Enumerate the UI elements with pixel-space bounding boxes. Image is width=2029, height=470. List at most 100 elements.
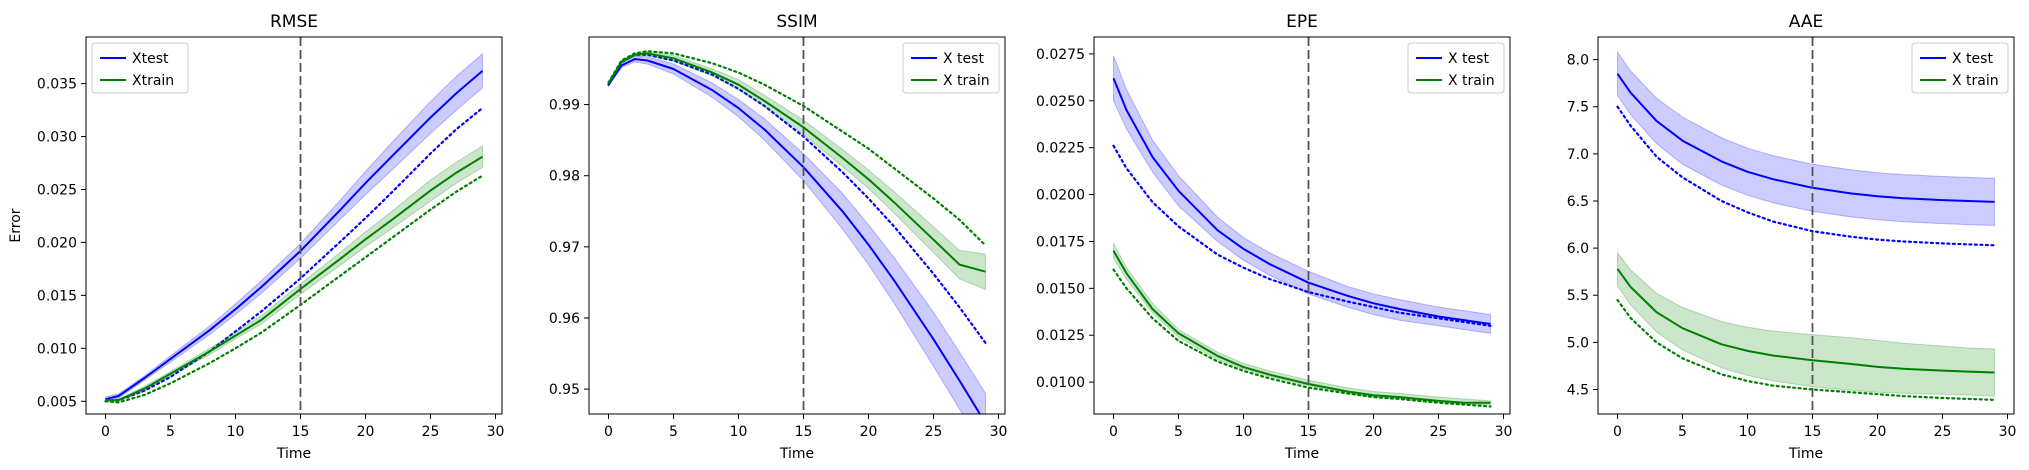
- rmse-frame: [85, 36, 503, 415]
- aae-xtick-label: 10: [1739, 424, 1757, 440]
- epe-ytick-label: 0.0200: [1036, 188, 1085, 204]
- epe-ytick-label: 0.0175: [1036, 234, 1085, 250]
- epe-xtick-label: 30: [1495, 424, 1513, 440]
- ssim-band-test: [608, 55, 986, 414]
- rmse-title: RMSE: [270, 12, 318, 32]
- ssim-xtick-label: 25: [925, 424, 943, 440]
- aae-panel: AAE Time X test X train 0 5 10 15 20 25 30 4.5 5…: [1567, 12, 2017, 462]
- ssim-ytick-label: 0.99: [549, 98, 580, 114]
- aae-band-train: [1617, 251, 1995, 397]
- aae-ytick-label: 7.5: [1567, 100, 1589, 116]
- epe-frame: [1093, 36, 1511, 415]
- epe-title: EPE: [1286, 12, 1318, 32]
- epe-xtick-label: 0: [1109, 424, 1118, 440]
- epe-xtick-label: 15: [1300, 424, 1318, 440]
- ssim-frame: [588, 36, 1006, 415]
- aae-legend-label-train: X train: [1952, 73, 1999, 89]
- aae-plot-area: [1616, 37, 1996, 414]
- rmse-dotted-line-train: [104, 174, 484, 404]
- ssim-panel: SSIM Time X test X train 0 5 10 15 20 25 30 0.9…: [549, 12, 1008, 462]
- rmse-xtick-label: 0: [101, 424, 110, 440]
- aae-xtick-label: 0: [1613, 424, 1622, 440]
- ssim-legend-label-train: X train: [943, 73, 990, 89]
- ssim-xtick-label: 30: [990, 424, 1008, 440]
- aae-xlabel: Time: [1788, 446, 1823, 462]
- rmse-ytick-label: 0.030: [37, 130, 77, 146]
- ssim-mean-line-test: [607, 58, 982, 414]
- aae-ytick-label: 8.0: [1567, 53, 1589, 69]
- epe-ytick-label: 0.0100: [1036, 375, 1085, 391]
- ssim-xlabel: Time: [779, 446, 814, 462]
- rmse-ytick-label: 0.010: [37, 341, 77, 357]
- rmse-legend-label-train: Xtrain: [132, 73, 174, 89]
- ssim-dotted-line-test: [607, 53, 987, 344]
- epe-panel: EPE Time X test X train 0 5 10 15 20 25 30 0.01…: [1036, 12, 1512, 462]
- aae-ytick-label: 4.5: [1567, 382, 1589, 398]
- rmse-panel: RMSE Time Error Xtest Xtrain 0 5 10 15 20 25 3…: [8, 12, 504, 462]
- epe-mean-line-test: [1112, 77, 1491, 325]
- aae-legend-label-test: X test: [1952, 51, 1993, 67]
- epe-ytick-label: 0.0150: [1036, 281, 1085, 297]
- aae-xtick-label: 30: [1999, 424, 2017, 440]
- rmse-xtick-label: 15: [292, 424, 310, 440]
- rmse-ytick-label: 0.020: [37, 235, 77, 251]
- aae-ytick-label: 7.0: [1567, 147, 1589, 163]
- epe-xtick-label: 20: [1365, 424, 1383, 440]
- ssim-dotted-line-train: [607, 50, 987, 247]
- rmse-ytick-label: 0.015: [37, 288, 77, 304]
- rmse-xtick-label: 25: [422, 424, 440, 440]
- epe-xtick-label: 10: [1235, 424, 1253, 440]
- aae-mean-line-test: [1616, 73, 1995, 203]
- ssim-band-train: [608, 50, 986, 291]
- rmse-xtick-label: 5: [166, 424, 175, 440]
- epe-ytick-label: 0.0125: [1036, 328, 1085, 344]
- aae-mean-line-train: [1616, 268, 1995, 374]
- rmse-legend-label-test: Xtest: [132, 51, 169, 67]
- epe-plot-area: [1112, 37, 1492, 414]
- epe-legend-label-test: X test: [1448, 51, 1489, 67]
- ssim-plot-area: [607, 37, 987, 414]
- epe-ytick-label: 0.0250: [1036, 94, 1085, 110]
- rmse-ytick-label: 0.005: [37, 394, 77, 410]
- ssim-ytick-label: 0.95: [549, 382, 580, 398]
- ssim-ytick-label: 0.97: [549, 240, 580, 256]
- epe-xlabel: Time: [1284, 446, 1319, 462]
- epe-band-train: [1113, 243, 1491, 406]
- rmse-mean-line-test: [105, 70, 484, 401]
- epe-legend-label-train: X train: [1448, 73, 1495, 89]
- rmse-xlabel: Time: [276, 446, 311, 462]
- epe-xtick-label: 25: [1430, 424, 1448, 440]
- ssim-legend-label-test: X test: [943, 51, 984, 67]
- ssim-mean-line-train: [607, 52, 986, 273]
- aae-xtick-label: 20: [1869, 424, 1887, 440]
- epe-ytick-label: 0.0275: [1036, 47, 1085, 63]
- rmse-band-train: [105, 145, 483, 402]
- ssim-xtick-label: 15: [795, 424, 813, 440]
- rmse-ytick-label: 0.035: [37, 77, 77, 93]
- aae-band-test: [1617, 50, 1995, 227]
- rmse-mean-line-train: [105, 155, 484, 402]
- rmse-xtick-label: 20: [357, 424, 375, 440]
- aae-xtick-label: 15: [1804, 424, 1822, 440]
- aae-dotted-line-test: [1616, 105, 1996, 247]
- ssim-xtick-label: 5: [669, 424, 678, 440]
- epe-xtick-label: 5: [1174, 424, 1183, 440]
- epe-dotted-line-train: [1112, 268, 1492, 408]
- aae-dotted-line-train: [1616, 298, 1996, 401]
- epe-band-test: [1113, 55, 1491, 334]
- rmse-xtick-label: 30: [487, 424, 505, 440]
- epe-mean-line-train: [1112, 250, 1491, 404]
- aae-ytick-label: 5.5: [1567, 288, 1589, 304]
- rmse-ylabel: Error: [8, 208, 24, 242]
- rmse-dotted-line-test: [104, 106, 484, 403]
- aae-xtick-label: 25: [1934, 424, 1952, 440]
- rmse-band-test: [105, 52, 483, 402]
- aae-ytick-label: 6.5: [1567, 194, 1589, 210]
- ssim-xtick-label: 0: [604, 424, 613, 440]
- ssim-ytick-label: 0.98: [549, 169, 580, 185]
- rmse-plot-area: [104, 37, 484, 414]
- rmse-xtick-label: 10: [227, 424, 245, 440]
- aae-frame: [1597, 36, 2015, 415]
- aae-ytick-label: 5.0: [1567, 335, 1589, 351]
